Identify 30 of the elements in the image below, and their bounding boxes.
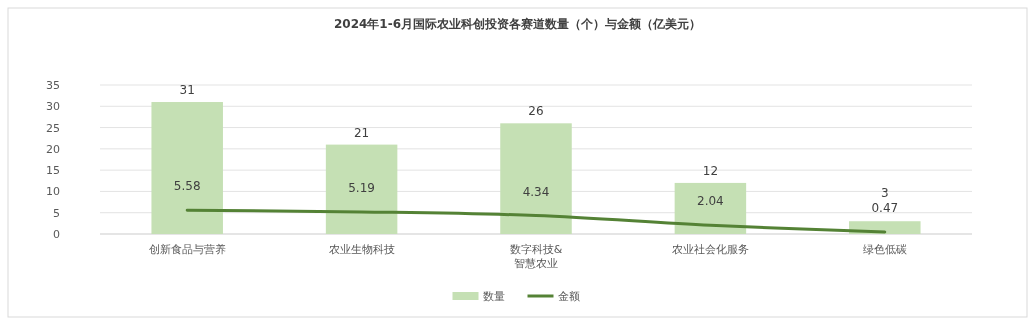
bar: [325, 144, 398, 234]
x-tick-label: 农业社会化服务: [671, 243, 749, 256]
y-tick-label: 5: [53, 206, 60, 220]
y-tick-label: 10: [46, 185, 60, 199]
data-label: 12: [702, 163, 719, 178]
y-tick-label: 35: [46, 79, 60, 92]
data-label: 4.34: [522, 184, 550, 199]
y-tick-label: 0: [53, 228, 60, 241]
y-tick-label: 30: [46, 100, 60, 114]
data-label: 3: [880, 186, 889, 200]
chart-title: 2024年1-6月国际农业科创投资各赛道数量（个）与金额（亿美元）: [333, 17, 702, 31]
x-tick-label: 绿色低碳: [862, 243, 907, 256]
data-label: 26: [528, 104, 544, 119]
y-tick-label: 15: [46, 164, 60, 178]
bar: [151, 102, 223, 234]
y-tick-label: 20: [46, 142, 60, 156]
x-tick-label: 农业生物科技: [328, 243, 395, 256]
data-label: 0.47: [871, 201, 899, 215]
x-tick-label: 数字科技&智慧农业: [509, 243, 563, 270]
legend-label: 金额: [557, 290, 580, 303]
data-label: 2.04: [697, 194, 724, 209]
legend-label: 数量: [482, 290, 505, 303]
data-label: 21: [353, 125, 370, 140]
bar: [674, 182, 747, 234]
data-label: 31: [179, 83, 195, 98]
data-label: 5.58: [173, 179, 201, 194]
x-tick-label: 创新食品与营养: [148, 243, 226, 256]
bar: [500, 123, 572, 234]
data-label: 5.19: [348, 180, 375, 195]
y-tick-label: 25: [46, 121, 60, 135]
